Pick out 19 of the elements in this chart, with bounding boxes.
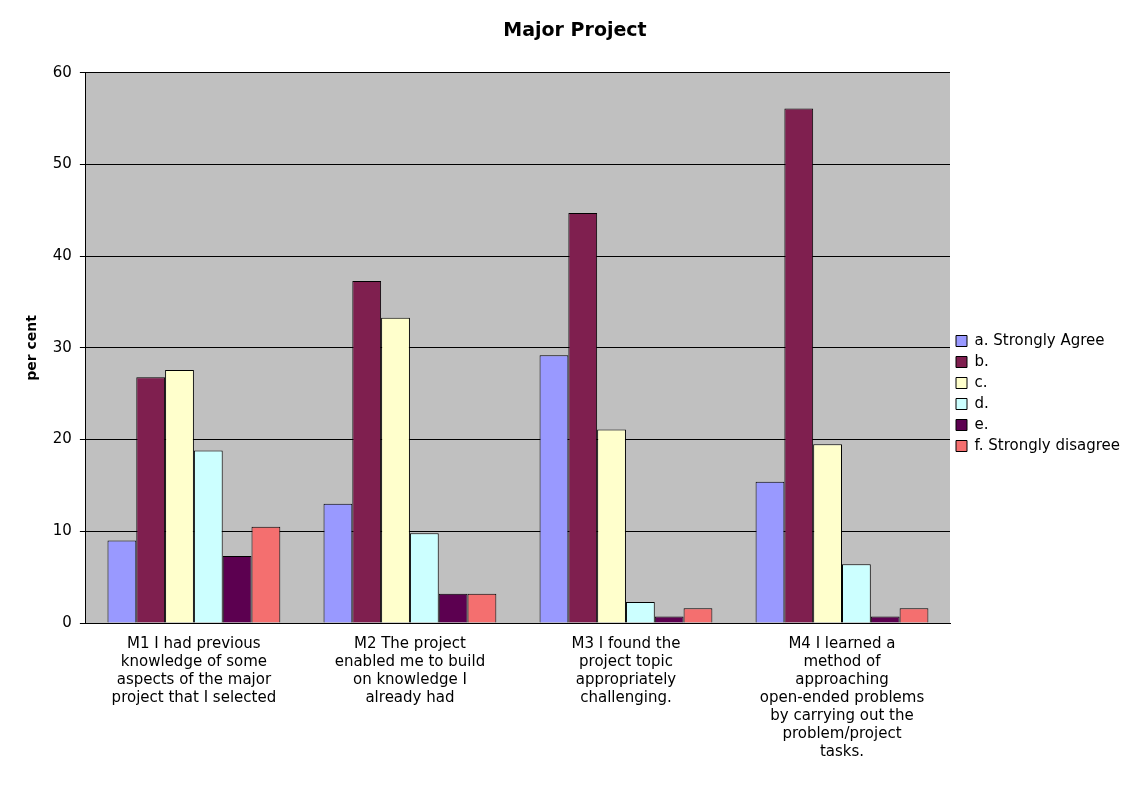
legend-label: b.	[974, 351, 989, 370]
legend-label: c.	[974, 372, 988, 391]
x-tick-label: M1 I had previous knowledge of some aspects of the major project that I selected	[111, 633, 277, 706]
legend-label: e.	[974, 414, 989, 433]
y-tick-label: 30	[52, 337, 72, 356]
x-tick-label: M4 I learned a method of approaching open-ended problems by carrying out the problem/project tasks.	[759, 633, 925, 760]
legend-label: a. Strongly Agree	[974, 330, 1105, 349]
x-tick-label: M3 I found the project topic appropriately challenging.	[571, 633, 681, 706]
chart-title: Major Project	[503, 18, 647, 41]
y-tick-label: 0	[62, 612, 72, 631]
y-tick-label: 60	[52, 62, 72, 81]
y-axis-title: per cent	[23, 314, 40, 381]
legend-label: d.	[974, 393, 989, 412]
x-tick-label: M2 The project enabled me to build on knowledge I already had	[334, 633, 486, 706]
y-tick-label: 50	[52, 154, 72, 173]
y-tick-label: 40	[52, 246, 72, 265]
y-tick-label: 20	[52, 429, 72, 448]
legend-label: f. Strongly disagree	[974, 435, 1120, 454]
y-tick-label: 10	[52, 521, 72, 540]
